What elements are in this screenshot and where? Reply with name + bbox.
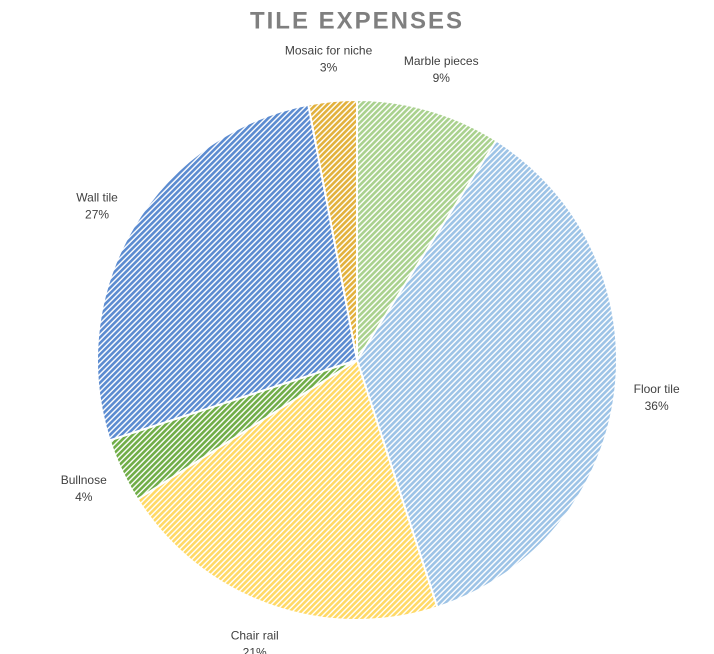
pie-slice xyxy=(136,358,439,621)
slice-label: Bullnose xyxy=(61,473,107,487)
slice-label: Floor tile xyxy=(634,382,680,396)
chart-title: TILE EXPENSES xyxy=(250,7,464,34)
slice-value-label: 21% xyxy=(243,645,267,654)
slice-value-label: 36% xyxy=(645,399,669,413)
slice-label: Chair rail xyxy=(231,628,279,642)
slice-label: Mosaic for niche xyxy=(285,44,373,58)
slice-value-label: 3% xyxy=(320,61,338,75)
pie-slice xyxy=(355,139,618,609)
slice-value-label: 9% xyxy=(433,71,451,85)
slice-value-label: 4% xyxy=(75,490,93,504)
slice-label: Wall tile xyxy=(76,190,118,204)
pie-slice xyxy=(356,98,498,364)
slice-value-label: 27% xyxy=(85,207,109,221)
slice-label: Marble pieces xyxy=(404,54,479,68)
pie-slice xyxy=(307,98,358,361)
pie-slice xyxy=(96,103,359,442)
